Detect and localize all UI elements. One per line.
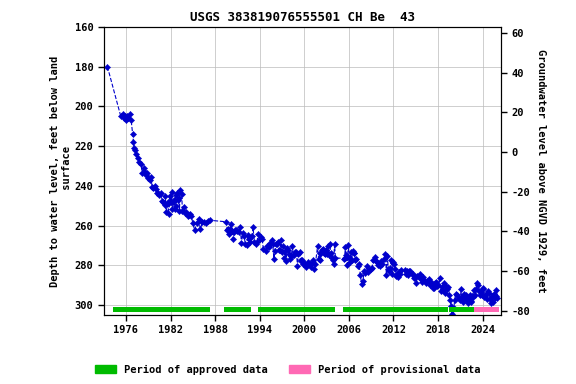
Title: USGS 383819076555501 CH Be  43: USGS 383819076555501 CH Be 43 (190, 11, 415, 24)
Legend: Period of approved data, Period of provisional data: Period of approved data, Period of provi… (91, 361, 485, 379)
Y-axis label: Groundwater level above NGVD 1929, feet: Groundwater level above NGVD 1929, feet (536, 49, 546, 293)
Y-axis label: Depth to water level, feet below land
 surface: Depth to water level, feet below land su… (50, 55, 72, 286)
